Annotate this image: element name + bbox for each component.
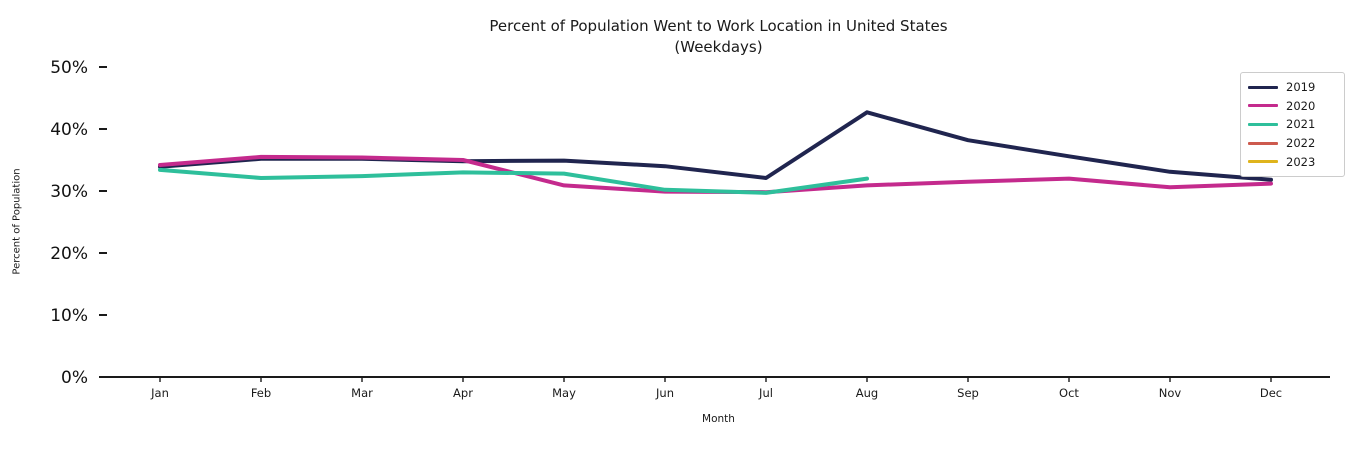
y-tick-label: 30% (50, 182, 88, 202)
x-tick-label: May (552, 386, 576, 400)
y-tick-label: 10% (50, 306, 88, 326)
legend-item-2021: 2021 (1248, 115, 1337, 134)
x-tick-label: Apr (453, 386, 473, 400)
chart-subtitle: (Weekdays) (674, 38, 763, 56)
legend-swatch-2023 (1248, 160, 1278, 164)
x-tick-label: Aug (856, 386, 878, 400)
x-tick-label: Jun (655, 386, 674, 400)
x-tick-label: Jan (150, 386, 169, 400)
legend-swatch-2020 (1248, 104, 1278, 108)
series-line-2019 (158, 110, 1273, 182)
y-tick-label: 20% (50, 244, 88, 264)
legend-item-2019: 2019 (1248, 78, 1337, 97)
x-axis-label: Month (702, 413, 735, 425)
x-tick-label: Sep (957, 386, 979, 400)
x-tick-label: Feb (251, 386, 271, 400)
legend: 2019 2020 2021 2022 2023 (1240, 72, 1345, 177)
legend-label: 2022 (1286, 136, 1316, 151)
chart-title: Percent of Population Went to Work Locat… (489, 17, 948, 35)
legend-swatch-2022 (1248, 141, 1278, 145)
legend-swatch-2019 (1248, 85, 1278, 89)
legend-label: 2021 (1286, 117, 1316, 132)
x-tick-label: Mar (351, 386, 373, 400)
legend-label: 2023 (1286, 154, 1316, 169)
legend-item-2022: 2022 (1248, 134, 1337, 153)
x-tick-label: Oct (1059, 386, 1079, 400)
legend-label: 2020 (1286, 98, 1316, 113)
x-tick-label: Dec (1260, 386, 1282, 400)
y-tick-label: 40% (50, 120, 88, 140)
y-tick-label: 0% (61, 368, 88, 388)
x-tick-label: Jul (758, 386, 773, 400)
legend-item-2020: 2020 (1248, 97, 1337, 116)
legend-label: 2019 (1286, 80, 1316, 95)
y-tick-label: 50% (50, 58, 88, 78)
series-line-2021 (158, 167, 869, 195)
legend-item-2023: 2023 (1248, 152, 1337, 171)
legend-swatch-2021 (1248, 122, 1278, 126)
x-tick-label: Nov (1159, 386, 1182, 400)
